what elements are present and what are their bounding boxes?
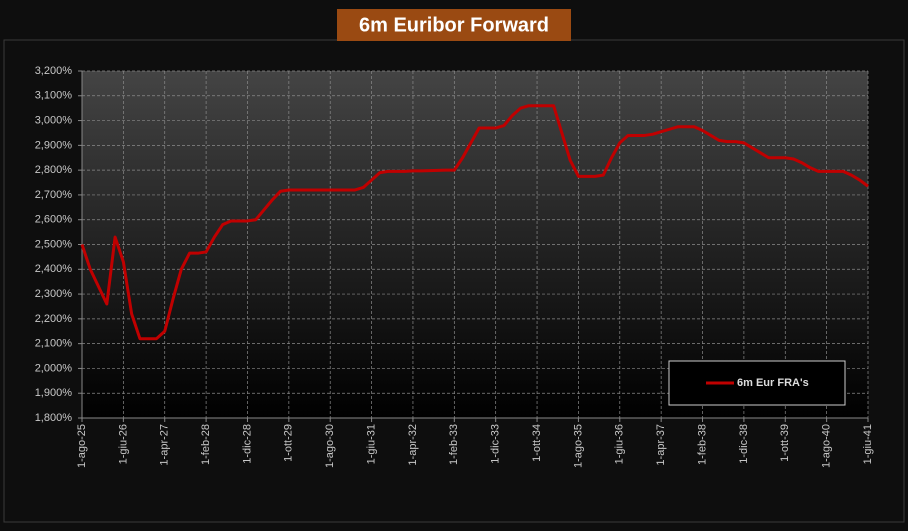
x-tick-label: 1-dic-33	[490, 424, 502, 464]
y-tick-label: 1,800%	[35, 412, 73, 424]
chart-title: 6m Euribor Forward	[359, 14, 549, 36]
y-tick-label: 2,200%	[35, 313, 73, 325]
y-tick-label: 2,600%	[35, 214, 73, 226]
legend-label: 6m Eur FRA's	[737, 377, 809, 389]
line-series	[80, 104, 869, 341]
x-tick-label: 1-giu-31	[365, 424, 377, 464]
x-tick-label: 1-dic-28	[241, 424, 253, 464]
x-tick-label: 1-apr-37	[655, 424, 667, 466]
x-tick-label: 1-ago-40	[821, 424, 833, 468]
y-tick-label: 1,900%	[35, 387, 73, 399]
y-tick-label: 3,100%	[35, 90, 73, 102]
x-tick-label: 1-ago-25	[76, 424, 88, 468]
x-tick-label: 1-dic-38	[738, 424, 750, 464]
y-tick-label: 3,200%	[35, 65, 73, 77]
x-tick-label: 1-giu-36	[614, 424, 626, 464]
y-tick-label: 3,000%	[35, 114, 73, 126]
x-tick-label: 1-feb-38	[696, 424, 708, 465]
y-tick-label: 2,300%	[35, 288, 73, 300]
y-tick-label: 2,900%	[35, 139, 73, 151]
x-tick-label: 1-ott-39	[779, 424, 791, 462]
x-tick-label: 1-ago-30	[324, 424, 336, 468]
x-tick-label: 1-feb-28	[200, 424, 212, 465]
x-tick-label: 1-apr-32	[407, 424, 419, 466]
y-tick-label: 2,700%	[35, 189, 73, 201]
title-box	[337, 9, 571, 41]
y-tick-label: 2,000%	[35, 362, 73, 374]
x-tick-label: 1-giu-41	[862, 424, 874, 464]
x-tick-label: 1-giu-26	[117, 424, 129, 464]
x-tick-label: 1-apr-27	[159, 424, 171, 466]
x-tick-label: 1-ago-35	[572, 424, 584, 468]
y-tick-label: 2,100%	[35, 338, 73, 350]
y-tick-label: 2,800%	[35, 164, 73, 176]
legend-box	[668, 360, 846, 406]
y-tick-label: 2,500%	[35, 238, 73, 250]
x-tick-label: 1-ott-34	[531, 424, 543, 462]
x-tick-label: 1-feb-33	[448, 424, 460, 465]
x-tick-label: 1-ott-29	[283, 424, 295, 462]
y-tick-label: 2,400%	[35, 263, 73, 275]
